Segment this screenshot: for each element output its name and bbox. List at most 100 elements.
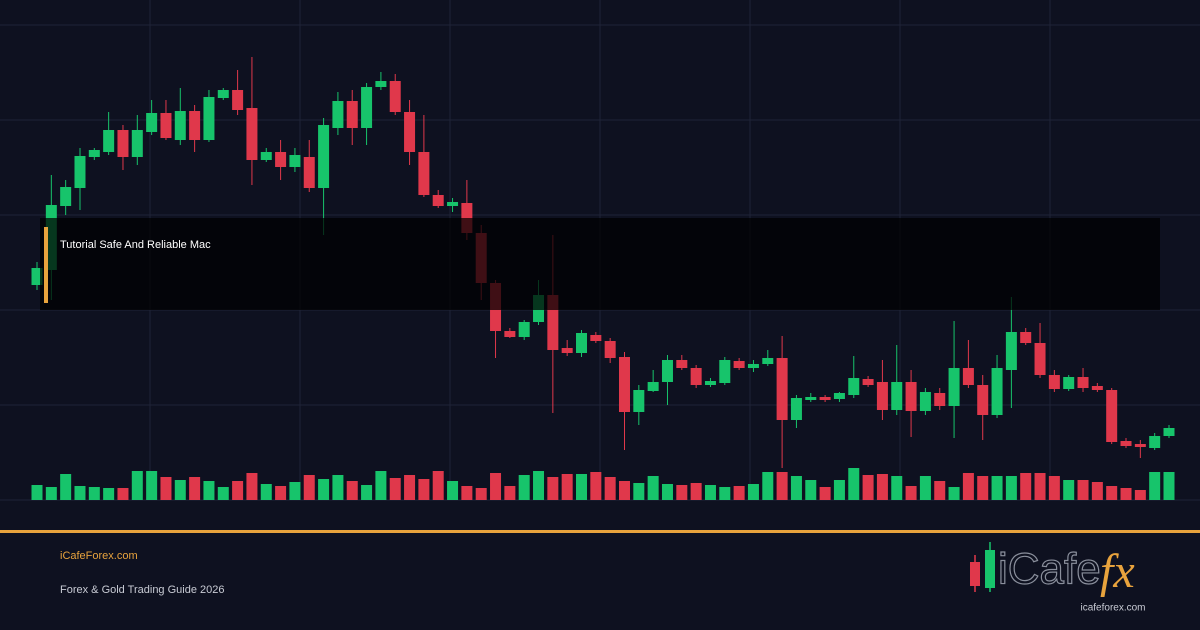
volume-bar: [819, 487, 831, 500]
candle-body: [332, 101, 344, 128]
candle-body: [905, 382, 917, 411]
plot: [31, 57, 1175, 500]
candle-body: [88, 150, 100, 157]
volume-bar: [790, 476, 802, 500]
volume-bar: [1134, 490, 1146, 500]
candle-body: [389, 81, 401, 112]
volume-bar: [977, 476, 989, 500]
volume-bar: [1005, 476, 1017, 500]
volume-bar: [88, 487, 100, 500]
volume-bar: [518, 475, 530, 500]
candle-body: [518, 322, 530, 337]
volume-bar: [74, 486, 86, 500]
volume-bar: [189, 477, 201, 500]
volume-bar: [862, 475, 874, 500]
volume-bar: [1020, 473, 1032, 500]
candle-body: [361, 87, 373, 128]
candle-body: [60, 187, 72, 206]
volume-bar: [504, 486, 516, 500]
divider: [0, 530, 1200, 533]
candle-body: [1091, 386, 1103, 390]
volume-bar: [289, 482, 301, 500]
candle-body: [848, 378, 860, 395]
volume-bar: [375, 471, 387, 500]
candle-body: [790, 398, 802, 420]
volume-bar: [833, 480, 845, 500]
candle-body: [805, 397, 817, 400]
candle-body: [948, 368, 960, 406]
logo-icon: [985, 550, 995, 588]
candle-body: [733, 361, 745, 368]
volume-bar: [246, 473, 258, 500]
volume-bar: [747, 484, 759, 500]
volume-bar: [490, 473, 502, 500]
candle-body: [174, 111, 186, 140]
volume-bar: [103, 488, 115, 500]
volume-bar: [661, 484, 673, 500]
candle-body: [375, 81, 387, 87]
volume-bar: [962, 473, 974, 500]
volume-bar: [418, 479, 430, 500]
volume-bar: [332, 475, 344, 500]
candle-body: [31, 268, 43, 285]
volume-bar: [934, 481, 946, 500]
candle-body: [576, 333, 588, 353]
candle-body: [318, 125, 330, 188]
volume-bar: [1149, 472, 1161, 500]
candle-body: [1020, 332, 1032, 343]
candle-body: [1063, 377, 1075, 389]
candle-body: [404, 112, 416, 152]
volume-bar: [318, 479, 330, 500]
volume-bar: [590, 472, 602, 500]
candle-body: [977, 385, 989, 415]
volume-bar: [160, 477, 172, 500]
candle-body: [819, 397, 831, 400]
volume-bar: [776, 472, 788, 500]
candle-body: [862, 379, 874, 385]
candle-body: [346, 101, 358, 128]
volume-bar: [805, 480, 817, 500]
candle-body: [117, 130, 129, 157]
volume-bar: [991, 476, 1003, 500]
volume-bar: [31, 485, 43, 500]
volume-bar: [891, 476, 903, 500]
candle-body: [647, 382, 659, 391]
candle-body: [633, 390, 645, 412]
candle-body: [418, 152, 430, 195]
volume-bar: [647, 476, 659, 500]
caption: Tutorial Safe And Reliable Mac: [60, 239, 211, 251]
candle-body: [1077, 377, 1089, 388]
volume-bar: [690, 483, 702, 500]
candle-body: [289, 155, 301, 167]
volume-bar: [948, 487, 960, 500]
logo-domain: icafeforex.com: [1080, 603, 1145, 614]
volume-bar: [1091, 482, 1103, 500]
volume-bar: [1077, 480, 1089, 500]
candle-body: [1005, 332, 1017, 370]
candle-body: [547, 295, 559, 350]
volume-bar: [704, 485, 716, 500]
volume-bar: [361, 485, 373, 500]
candle-body: [919, 392, 931, 411]
candle-body: [876, 382, 888, 410]
candle-body: [618, 357, 630, 412]
candle-body: [991, 368, 1003, 415]
candle-body: [203, 97, 215, 140]
volume-bar: [260, 484, 272, 500]
candle-body: [590, 335, 602, 341]
candle-body: [146, 113, 158, 132]
candle-body: [719, 360, 731, 383]
candle-body: [561, 348, 573, 353]
candle-body: [447, 202, 459, 206]
volume-bar: [389, 478, 401, 500]
volume-bar: [45, 487, 57, 500]
candle-body: [232, 90, 244, 110]
volume-bar: [576, 474, 588, 500]
candle-body: [131, 130, 143, 157]
candle-body: [604, 341, 616, 358]
candle-body: [246, 108, 258, 160]
volume-bar: [618, 481, 630, 500]
volume-bar: [346, 481, 358, 500]
logo-fx: fx: [1100, 545, 1135, 598]
